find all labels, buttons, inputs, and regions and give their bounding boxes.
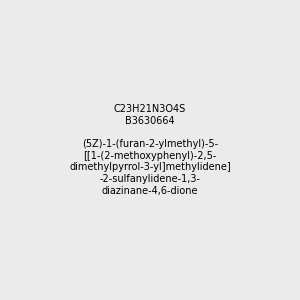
Text: C23H21N3O4S
B3630664

(5Z)-1-(furan-2-ylmethyl)-5-
[[1-(2-methoxyphenyl)-2,5-
di: C23H21N3O4S B3630664 (5Z)-1-(furan-2-ylm… [69, 104, 231, 196]
